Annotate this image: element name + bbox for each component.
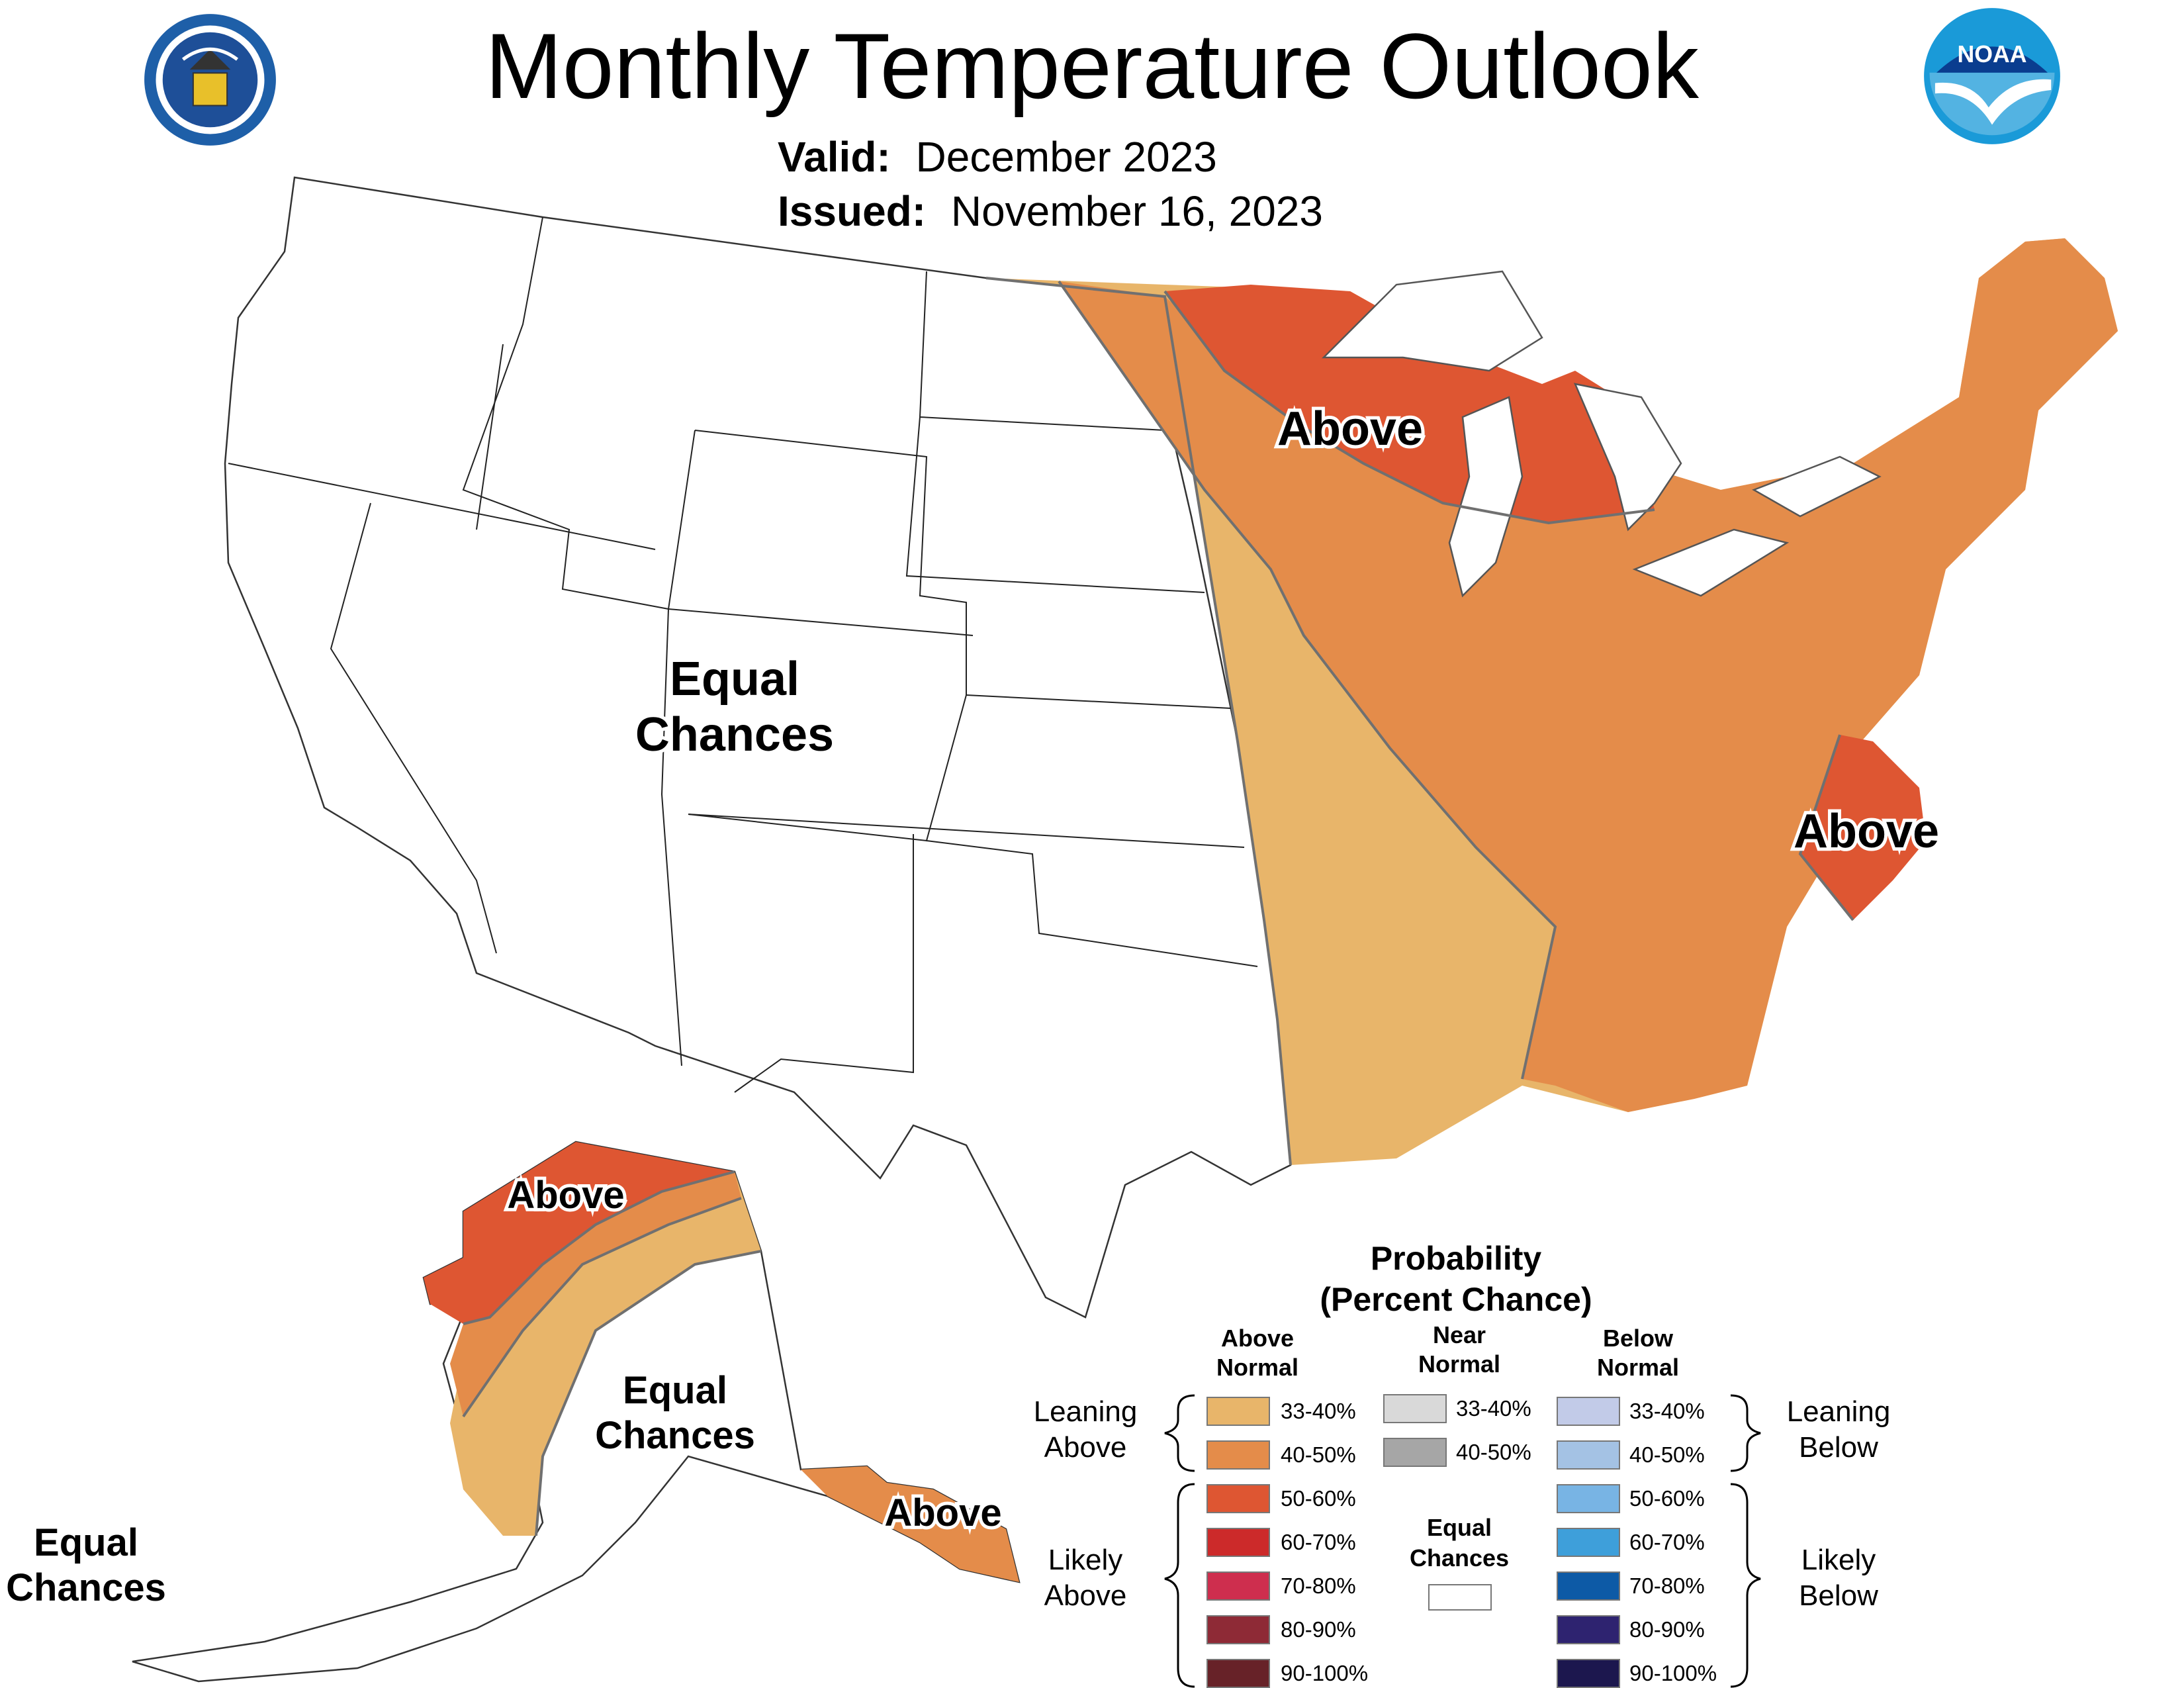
- map-label-above-north-carolina: Above: [1794, 805, 1939, 858]
- issued-value: November 16, 2023: [950, 187, 1323, 235]
- page-title: Monthly Temperature Outlook: [485, 14, 1699, 118]
- conus-above-50-60-great-lakes-region: [1165, 285, 1655, 523]
- col-near-line1: Near: [1432, 1321, 1486, 1348]
- alaska-above-southeast-region: [801, 1466, 1019, 1582]
- swatch-label-below-50-60: 50-60%: [1629, 1486, 1705, 1511]
- legend-likely-below: Likely Below: [1772, 1542, 1905, 1614]
- col-above-line1: Above: [1220, 1325, 1295, 1352]
- conus-above-50-60-north-carolina-region: [1800, 735, 1926, 920]
- col-below-line2: Normal: [1596, 1354, 1680, 1381]
- eq-line1: Equal: [1426, 1514, 1492, 1541]
- issued-line: Issued: November 16, 2023: [778, 187, 1323, 236]
- conus-equal-chances-region: [224, 176, 1292, 1319]
- col-near-line2: Normal: [1418, 1350, 1501, 1378]
- state-boundaries-west: [228, 216, 1258, 1093]
- contour-conus-33-boundary: [985, 277, 1292, 1166]
- brace-leaning-below: [1730, 1394, 1761, 1472]
- swatch-label-below-90-100: 90-100%: [1629, 1661, 1717, 1685]
- swatch-near-40-50: [1383, 1438, 1447, 1467]
- swatch-above-40-50: [1206, 1440, 1270, 1470]
- swatch-label-above-70-80: 70-80%: [1281, 1573, 1356, 1598]
- swatch-label-below-70-80: 70-80%: [1629, 1573, 1705, 1598]
- map-label-above-alaska-southeast: Above: [884, 1491, 1001, 1534]
- legend-likely-above: Likely Above: [1019, 1542, 1152, 1614]
- contour-great-lakes-50-boundary: [1163, 290, 1655, 525]
- swatch-above-60-70: [1206, 1528, 1270, 1557]
- swatch-label-above-80-90: 80-90%: [1281, 1617, 1356, 1642]
- legend-column-above-normal: Above Normal: [1191, 1324, 1324, 1382]
- likely-below-line2: Below: [1799, 1579, 1878, 1612]
- swatch-above-50-60: [1206, 1484, 1270, 1513]
- leaning-below-line1: Leaning: [1786, 1395, 1891, 1428]
- brace-likely-below: [1730, 1483, 1761, 1688]
- alaska-above-50-60-region: [424, 1142, 735, 1324]
- legend-equal-chances-label: Equal Chances: [1390, 1513, 1529, 1573]
- swatch-label-above-50-60: 50-60%: [1281, 1486, 1356, 1511]
- valid-line: Valid: December 2023: [778, 132, 1217, 181]
- swatch-label-above-33-40: 33-40%: [1281, 1399, 1356, 1423]
- swatch-below-70-80: [1557, 1571, 1620, 1601]
- swatch-above-90-100: [1206, 1659, 1270, 1688]
- valid-label: Valid:: [778, 133, 891, 181]
- legend-column-below-normal: Below Normal: [1572, 1324, 1704, 1382]
- swatch-below-40-50: [1557, 1440, 1620, 1470]
- swatch-label-below-40-50: 40-50%: [1629, 1442, 1705, 1467]
- swatch-label-below-33-40: 33-40%: [1629, 1399, 1705, 1423]
- swatch-label-below-60-70: 60-70%: [1629, 1530, 1705, 1554]
- legend-title: Probability (Percent Chance): [1317, 1238, 1595, 1320]
- swatch-below-80-90: [1557, 1615, 1620, 1644]
- noaa-logo: NOAA: [1924, 8, 2060, 144]
- col-below-line1: Below: [1602, 1325, 1673, 1352]
- map-label-above-alaska-north: Above: [507, 1174, 624, 1217]
- likely-below-line1: Likely: [1801, 1544, 1876, 1576]
- contour-conus-40-boundary: [1058, 280, 1557, 1080]
- likely-above-line1: Likely: [1048, 1544, 1123, 1576]
- contour-north-carolina-50-boundary: [1798, 734, 1854, 921]
- great-lakes: [1321, 270, 1882, 598]
- issued-label: Issued:: [778, 187, 927, 235]
- contour-alaska-50-boundary: [463, 1170, 735, 1325]
- map-label-equal-chances-alaska: Equal Chances: [595, 1369, 755, 1457]
- swatch-label-above-40-50: 40-50%: [1281, 1442, 1356, 1467]
- swatch-label-near-40-50: 40-50%: [1456, 1440, 1531, 1464]
- brace-leaning-above: [1164, 1394, 1195, 1472]
- map-label-equal-chances-aleutians: Equal Chances: [6, 1521, 166, 1609]
- swatch-below-60-70: [1557, 1528, 1620, 1557]
- legend-title-line2: (Percent Chance): [1320, 1281, 1592, 1318]
- swatch-below-50-60: [1557, 1484, 1620, 1513]
- leaning-below-line2: Below: [1799, 1431, 1878, 1464]
- valid-value: December 2023: [915, 133, 1217, 181]
- conus-above-40-50-region: [1059, 238, 2118, 1112]
- swatch-above-33-40: [1206, 1397, 1270, 1426]
- brace-likely-above: [1164, 1483, 1195, 1688]
- swatch-near-33-40: [1383, 1394, 1447, 1423]
- col-above-line2: Normal: [1216, 1354, 1299, 1381]
- swatch-above-80-90: [1206, 1615, 1270, 1644]
- legend-title-line1: Probability: [1370, 1240, 1542, 1277]
- swatch-above-70-80: [1206, 1571, 1270, 1601]
- legend-leaning-above: Leaning Above: [1019, 1394, 1152, 1466]
- swatch-label-below-80-90: 80-90%: [1629, 1617, 1705, 1642]
- swatch-label-near-33-40: 33-40%: [1456, 1396, 1531, 1421]
- commerce-seal-logo: [144, 14, 276, 146]
- swatch-below-90-100: [1557, 1659, 1620, 1688]
- eq-line2: Chances: [1409, 1544, 1510, 1571]
- leaning-above-line1: Leaning: [1033, 1395, 1138, 1428]
- swatch-below-33-40: [1557, 1397, 1620, 1426]
- map-label-equal-chances-west: Equal Chances: [635, 653, 834, 761]
- swatch-label-above-90-100: 90-100%: [1281, 1661, 1369, 1685]
- svg-text:NOAA: NOAA: [1957, 41, 2026, 68]
- map-label-above-great-lakes: Above: [1277, 402, 1423, 455]
- legend-leaning-below: Leaning Below: [1772, 1394, 1905, 1466]
- contour-alaska-40-boundary: [462, 1197, 742, 1418]
- swatch-equal-chances: [1428, 1584, 1492, 1611]
- likely-above-line2: Above: [1044, 1579, 1127, 1612]
- legend-column-near-normal: Near Normal: [1393, 1321, 1525, 1379]
- contour-alaska-33-boundary: [535, 1250, 762, 1536]
- swatch-label-above-60-70: 60-70%: [1281, 1530, 1356, 1554]
- probability-contours: [462, 277, 1854, 1536]
- leaning-above-line2: Above: [1044, 1431, 1127, 1464]
